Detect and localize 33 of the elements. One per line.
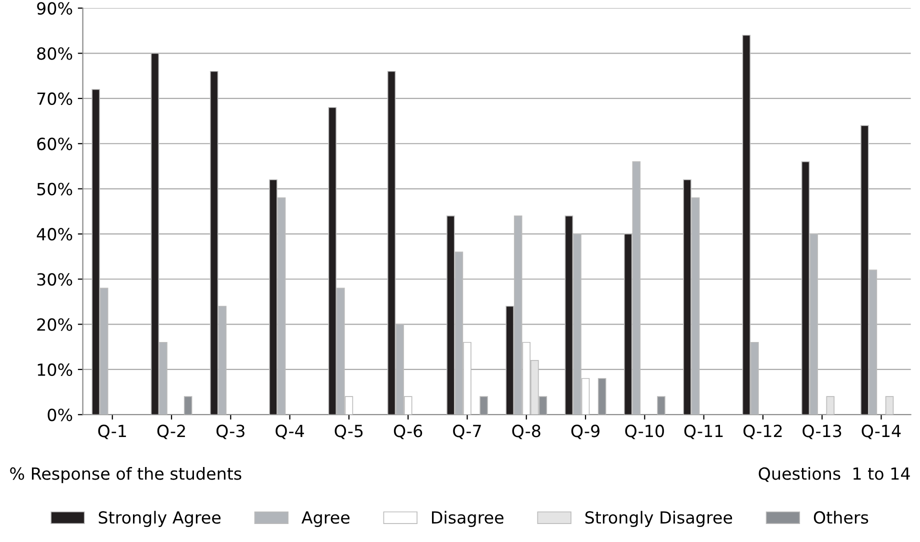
x-tick-label: Q-6: [394, 424, 422, 440]
text: % Response of the students: [10, 467, 242, 484]
x-tick-label: Q-8: [512, 424, 540, 440]
y-tick-label: 40%: [36, 228, 72, 241]
x-tick-label: Q-9: [571, 424, 600, 440]
text: Questions 1 to 14: [758, 467, 910, 482]
legend-label: Strongly Disagree: [585, 510, 732, 527]
x-tick-label: Q-12: [743, 424, 782, 440]
y-tick-label: 80%: [37, 47, 72, 60]
x-tick-label: Q-14: [862, 424, 901, 440]
y-tick-label: 0%: [48, 408, 72, 422]
x-tick-label: Q-11: [684, 424, 723, 440]
y-tick-label: 30%: [37, 273, 72, 286]
x-tick-label: Q-1: [98, 424, 126, 440]
x-tick-label: Q-5: [334, 424, 363, 440]
legend-label: Disagree: [432, 510, 504, 527]
y-tick-label: 20%: [37, 318, 72, 331]
legend-label: Strongly Agree: [98, 510, 221, 527]
y-tick-label: 50%: [37, 182, 72, 196]
bar: [885, 396, 894, 415]
x-tick-label: Q-7: [453, 424, 481, 440]
x-tick-label: Q-10: [625, 424, 664, 440]
y-tick-label: 90%: [37, 2, 72, 15]
y-tick-label: 70%: [37, 92, 72, 106]
legend-label: Others: [814, 510, 868, 524]
bar: [826, 396, 835, 415]
x-tick-label: Q-3: [216, 424, 244, 440]
x-tick-label: Q-4: [276, 424, 304, 440]
x-tick-label: Q-13: [802, 424, 842, 440]
y-tick-label: 60%: [37, 138, 72, 150]
legend-label: Agree: [302, 511, 350, 527]
x-tick-label: Q-2: [157, 424, 185, 440]
y-tick-label: 10%: [38, 363, 72, 376]
